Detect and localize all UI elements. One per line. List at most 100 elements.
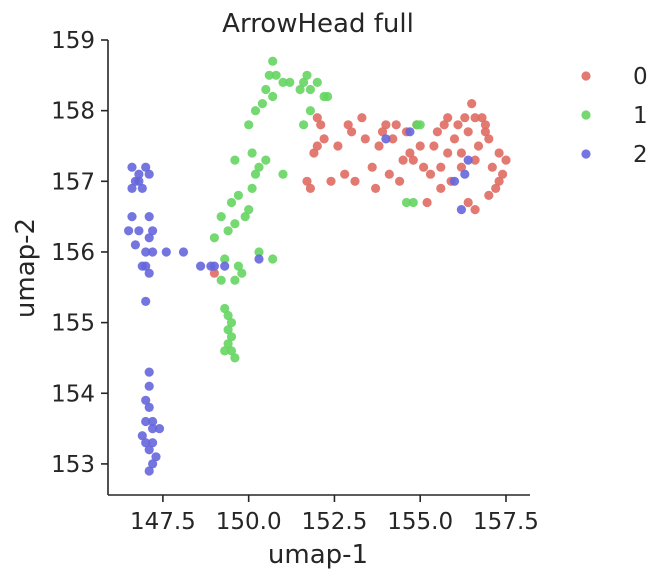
point-series-1-41	[295, 84, 305, 95]
point-series-0-2	[305, 183, 315, 193]
point-series-0-40	[449, 134, 460, 144]
point-series-1-40	[278, 169, 288, 179]
point-series-2-15	[134, 176, 144, 186]
point-series-1-13	[220, 254, 230, 264]
point-series-0-13	[350, 176, 360, 186]
point-series-2-34	[137, 431, 147, 441]
point-series-2-18	[141, 296, 151, 306]
point-series-2-45	[449, 176, 460, 186]
point-series-0-12	[347, 127, 357, 137]
point-series-1-18	[226, 197, 237, 208]
point-series-1-36	[271, 70, 281, 80]
x-tick-label: 150.0	[216, 509, 282, 535]
point-series-1-43	[302, 70, 312, 80]
point-series-1-8	[226, 318, 237, 328]
point-series-0-54	[498, 169, 508, 179]
point-series-0-50	[484, 134, 494, 144]
point-series-0-41	[453, 120, 463, 130]
point-series-2-42	[148, 416, 158, 427]
point-series-2-1	[127, 212, 137, 222]
y-tick-label: 154	[51, 381, 95, 407]
x-tick-label: 152.5	[302, 509, 368, 535]
point-series-2-32	[141, 416, 151, 427]
point-series-0-64	[470, 113, 480, 123]
point-series-2-17	[144, 268, 154, 278]
y-tick-label: 158	[51, 99, 95, 125]
point-series-2-3	[134, 226, 144, 236]
legend-label-1: 1	[633, 103, 648, 129]
point-series-1-14	[209, 233, 219, 243]
point-series-2-46	[456, 205, 466, 215]
legend-label-2: 2	[633, 142, 648, 168]
point-series-1-5	[226, 346, 237, 356]
point-series-0-15	[360, 134, 370, 144]
point-series-0-25	[398, 155, 408, 165]
point-series-0-20	[381, 120, 391, 130]
y-tick-label: 153	[51, 452, 95, 478]
y-axis-label: umap-2	[11, 218, 41, 318]
point-series-0-48	[477, 113, 487, 123]
point-series-2-28	[144, 367, 154, 377]
point-series-0-7	[319, 134, 329, 144]
point-series-0-23	[391, 120, 401, 130]
point-series-0-56	[470, 205, 480, 215]
point-series-1-42	[299, 77, 309, 87]
legend-label-0: 0	[633, 64, 648, 90]
point-series-1-39	[268, 91, 278, 102]
point-series-0-42	[456, 148, 466, 158]
point-series-0-52	[491, 183, 501, 193]
point-series-0-45	[467, 99, 477, 109]
point-series-1-31	[250, 106, 261, 116]
point-series-0-46	[470, 155, 480, 165]
point-series-1-27	[230, 155, 240, 165]
point-series-1-19	[233, 190, 243, 200]
point-series-1-21	[244, 205, 254, 215]
point-series-2-5	[141, 247, 151, 257]
point-series-1-15	[223, 226, 233, 236]
point-series-0-58	[484, 190, 494, 200]
point-series-2-38	[151, 452, 161, 462]
point-series-2-41	[154, 424, 165, 434]
point-series-1-26	[247, 148, 257, 158]
point-series-0-28	[408, 155, 418, 165]
point-series-1-4	[223, 325, 233, 335]
point-series-1-50	[401, 197, 412, 208]
point-series-0-30	[415, 141, 425, 151]
point-series-0-34	[429, 141, 439, 151]
axes: 147.5 150.0 152.5 155.0 157.5 153 154 155 156 157…	[51, 28, 539, 535]
point-series-2-30	[141, 395, 151, 405]
point-series-0-51	[487, 162, 497, 172]
point-series-2-40	[144, 466, 154, 476]
point-series-0-3	[309, 148, 319, 158]
point-series-2-43	[381, 134, 391, 144]
point-series-0-61	[436, 183, 446, 193]
point-series-1-49	[323, 91, 333, 102]
point-series-2-12	[137, 183, 147, 193]
point-series-0-24	[395, 176, 405, 186]
point-series-2-21	[161, 247, 171, 257]
point-series-0-44	[463, 127, 473, 137]
point-series-1-25	[261, 155, 271, 165]
point-series-2-22	[178, 247, 189, 257]
point-series-2-36	[144, 445, 154, 455]
point-series-0-36	[436, 162, 446, 172]
point-series-0-4	[312, 141, 322, 151]
point-series-1-32	[257, 99, 267, 109]
point-series-0-27	[405, 148, 415, 158]
point-series-2-25	[220, 261, 230, 271]
point-series-0-11	[343, 120, 353, 130]
chart-title: ArrowHead full	[222, 9, 414, 39]
point-series-1-33	[261, 84, 271, 95]
point-series-0-9	[333, 141, 343, 151]
y-tick-label: 157	[51, 169, 95, 195]
point-series-2-16	[141, 261, 151, 271]
y-tick-label: 155	[51, 311, 95, 337]
point-series-0-31	[419, 162, 429, 172]
point-series-1-22	[247, 183, 257, 193]
point-series-0-37	[439, 120, 449, 130]
point-series-0-62	[443, 148, 453, 158]
point-series-0-57	[463, 197, 473, 208]
point-series-2-19	[144, 212, 154, 222]
point-series-0-19	[377, 127, 388, 137]
